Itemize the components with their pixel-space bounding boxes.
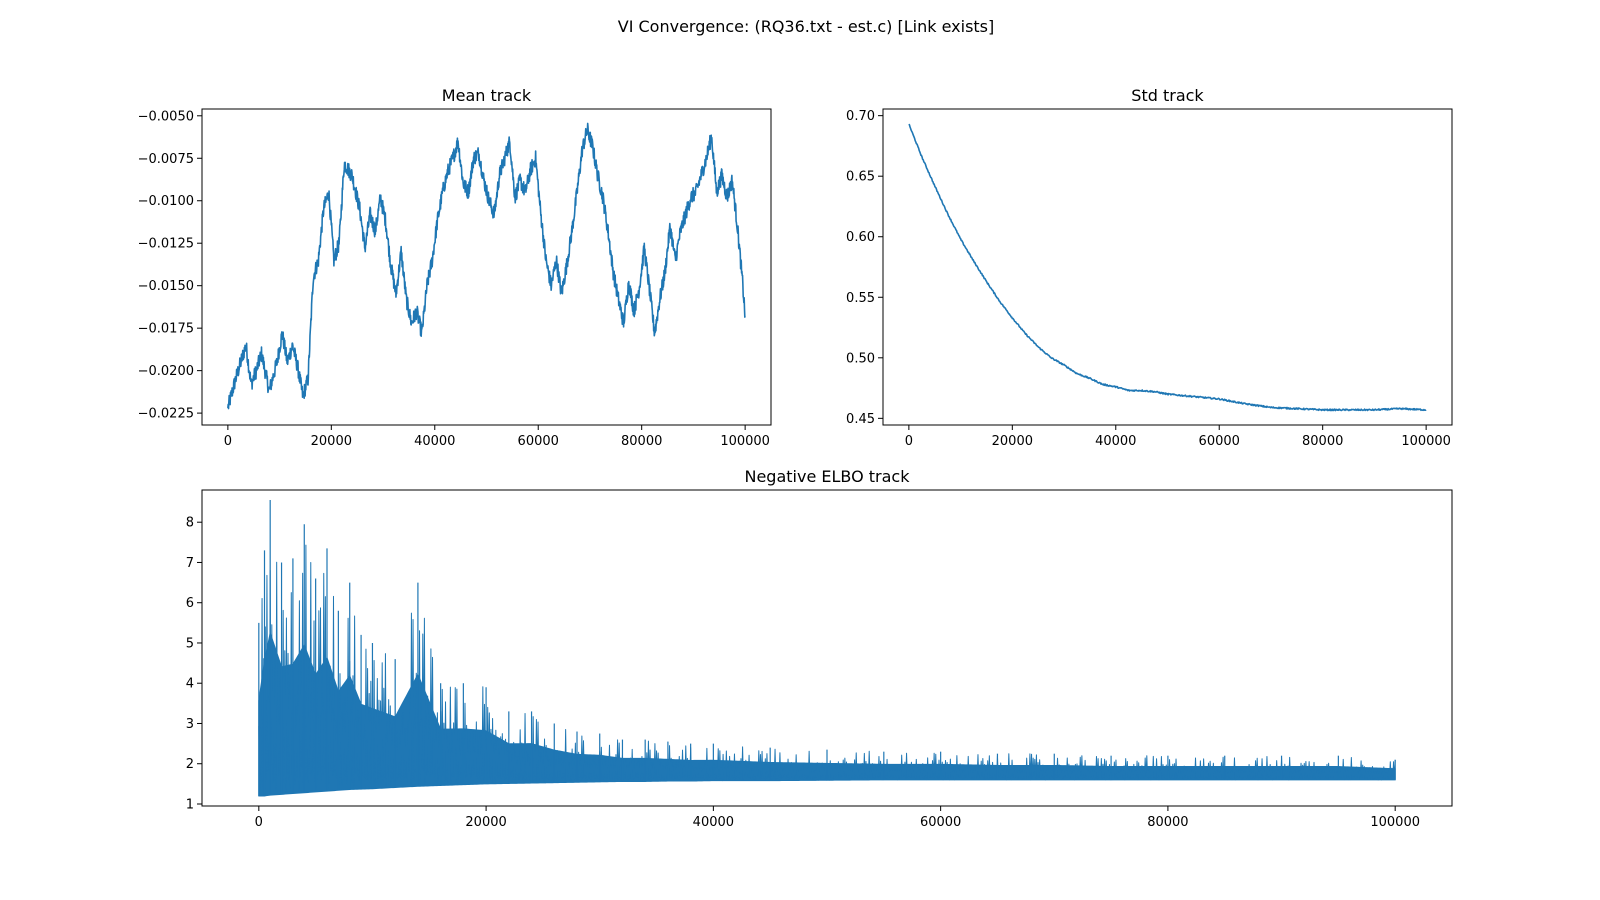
std-x-tick-label: 20000 bbox=[992, 434, 1033, 449]
mean-x-tick-label: 20000 bbox=[311, 434, 352, 449]
figure-title: VI Convergence: (RQ36.txt - est.c) [Link… bbox=[618, 17, 995, 36]
elbo-x-tick-label: 40000 bbox=[693, 815, 734, 830]
elbo-y-tick-label: 6 bbox=[186, 596, 194, 611]
mean-y-tick-label: −0.0075 bbox=[138, 152, 194, 167]
elbo-title: Negative ELBO track bbox=[744, 467, 910, 486]
elbo-y-tick-label: 2 bbox=[186, 757, 194, 772]
elbo-x-tick-label: 60000 bbox=[920, 815, 961, 830]
mean-title: Mean track bbox=[442, 86, 532, 105]
std-series-line bbox=[908, 123, 1427, 412]
std-y-tick-label: 0.60 bbox=[846, 230, 875, 245]
elbo-x-tick-label: 0 bbox=[255, 815, 263, 830]
std-x-tick-label: 40000 bbox=[1095, 434, 1136, 449]
std-y-tick-label: 0.50 bbox=[846, 351, 875, 366]
std-y-tick-label: 0.45 bbox=[846, 412, 875, 427]
elbo-y-tick-label: 4 bbox=[186, 677, 194, 692]
std-x-tick-label: 60000 bbox=[1199, 434, 1240, 449]
mean-track-axes: Mean track 0 20000 40000 60000 80000 100000 −0.… bbox=[138, 86, 772, 449]
mean-y-tick-label: −0.0225 bbox=[138, 407, 194, 422]
mean-x-tick-label: 60000 bbox=[518, 434, 559, 449]
elbo-plot-frame bbox=[201, 489, 1453, 807]
mean-x-tick-label: 0 bbox=[224, 434, 232, 449]
std-y-tick-label: 0.70 bbox=[846, 109, 875, 124]
std-y-tick-label: 0.65 bbox=[846, 170, 875, 185]
std-x-tick-label: 0 bbox=[905, 434, 913, 449]
elbo-x-tick-label: 80000 bbox=[1147, 815, 1188, 830]
elbo-y-tick-label: 5 bbox=[186, 636, 194, 651]
negative-elbo-track-axes: Negative ELBO track 0 20000 40000 60000 80000… bbox=[186, 467, 1453, 830]
std-track-axes: Std track 0 20000 40000 60000 80000 100000 0.45… bbox=[846, 86, 1453, 449]
elbo-y-tick-label: 8 bbox=[186, 516, 194, 531]
mean-x-tick-label: 40000 bbox=[414, 434, 455, 449]
std-x-tick-label: 100000 bbox=[1401, 434, 1451, 449]
elbo-y-tick-label: 7 bbox=[186, 556, 194, 571]
std-x-tick-label: 80000 bbox=[1302, 434, 1343, 449]
elbo-y-tick-label: 3 bbox=[186, 717, 194, 732]
elbo-x-tick-label: 100000 bbox=[1370, 815, 1420, 830]
std-title: Std track bbox=[1131, 86, 1204, 105]
mean-y-tick-label: −0.0125 bbox=[138, 237, 194, 252]
mean-y-tick-label: −0.0200 bbox=[138, 364, 194, 379]
elbo-y-tick-label: 1 bbox=[186, 797, 194, 812]
mean-y-tick-label: −0.0050 bbox=[138, 109, 194, 124]
std-y-tick-label: 0.55 bbox=[846, 291, 875, 306]
mean-y-tick-label: −0.0100 bbox=[138, 194, 194, 209]
mean-series-line bbox=[227, 122, 746, 410]
std-plot-frame bbox=[882, 108, 1453, 426]
mean-x-tick-label: 80000 bbox=[621, 434, 662, 449]
mean-x-tick-label: 100000 bbox=[720, 434, 770, 449]
mean-y-tick-label: −0.0150 bbox=[138, 279, 194, 294]
elbo-x-tick-label: 20000 bbox=[465, 815, 506, 830]
mean-y-tick-label: −0.0175 bbox=[138, 322, 194, 337]
mean-plot-frame bbox=[201, 108, 772, 426]
